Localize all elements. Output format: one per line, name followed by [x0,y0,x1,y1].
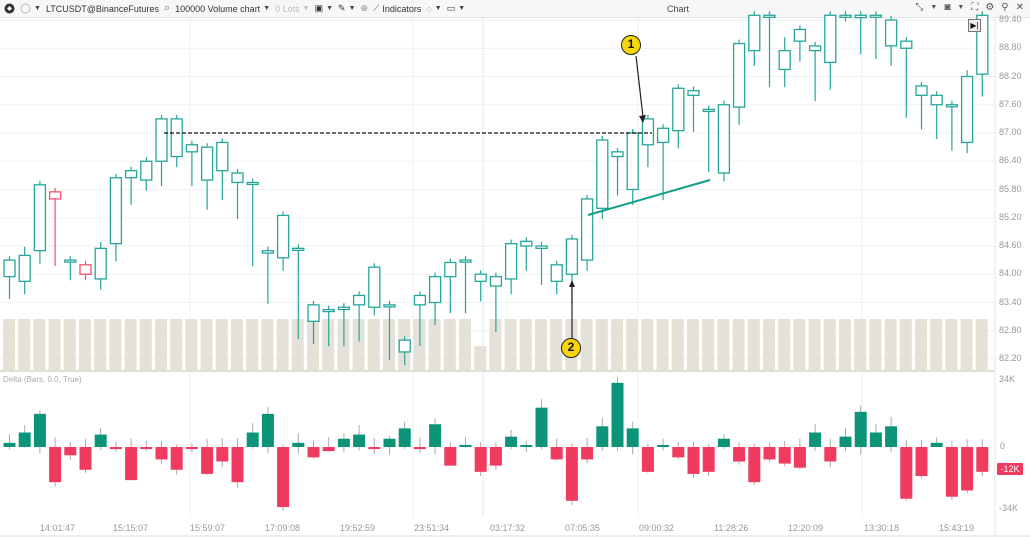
time-label: 15:59:07 [190,523,225,533]
time-label: 23:51:34 [414,523,449,533]
price-label: 85.80 [999,184,1022,194]
time-label: 13:30:18 [864,523,899,533]
delta-axis-label: 0 [1000,441,1005,451]
price-label: 87.00 [999,127,1022,137]
price-label: 88.20 [999,71,1022,81]
marker-1: 1 [621,35,641,55]
delta-pane-title: Delta (Bars, 0.0, True) [3,375,82,384]
price-label: 87.60 [999,99,1022,109]
time-label: 11:28:26 [714,523,748,533]
price-label: 84.00 [999,268,1022,278]
price-label: 86.40 [999,155,1022,165]
price-label: 88.80 [999,42,1022,52]
time-label: 15:43:19 [939,523,974,533]
delta-axis-label: -34K [999,503,1018,513]
price-label: 85.20 [999,212,1022,222]
time-label: 03:17:32 [490,523,525,533]
delta-axis-label: 34K [999,374,1015,384]
marker-2: 2 [561,338,581,358]
delta-last-value-badge: -12K [997,463,1023,475]
scroll-to-latest-button[interactable]: ▶| [968,19,981,32]
price-label: 83.40 [999,297,1022,307]
price-label: 84.60 [999,240,1022,250]
time-label: 09:00:32 [639,523,674,533]
price-label: 89.40 [999,14,1022,24]
time-label: 14:01:47 [40,523,75,533]
time-label: 15:15:07 [113,523,148,533]
time-label: 07:05:35 [565,523,600,533]
chart-canvas[interactable] [0,0,1030,537]
price-label: 82.20 [999,353,1022,363]
time-label: 19:52:59 [340,523,375,533]
time-label: 12:20:09 [788,523,823,533]
price-label: 82.80 [999,325,1022,335]
time-label: 17:09:08 [265,523,300,533]
